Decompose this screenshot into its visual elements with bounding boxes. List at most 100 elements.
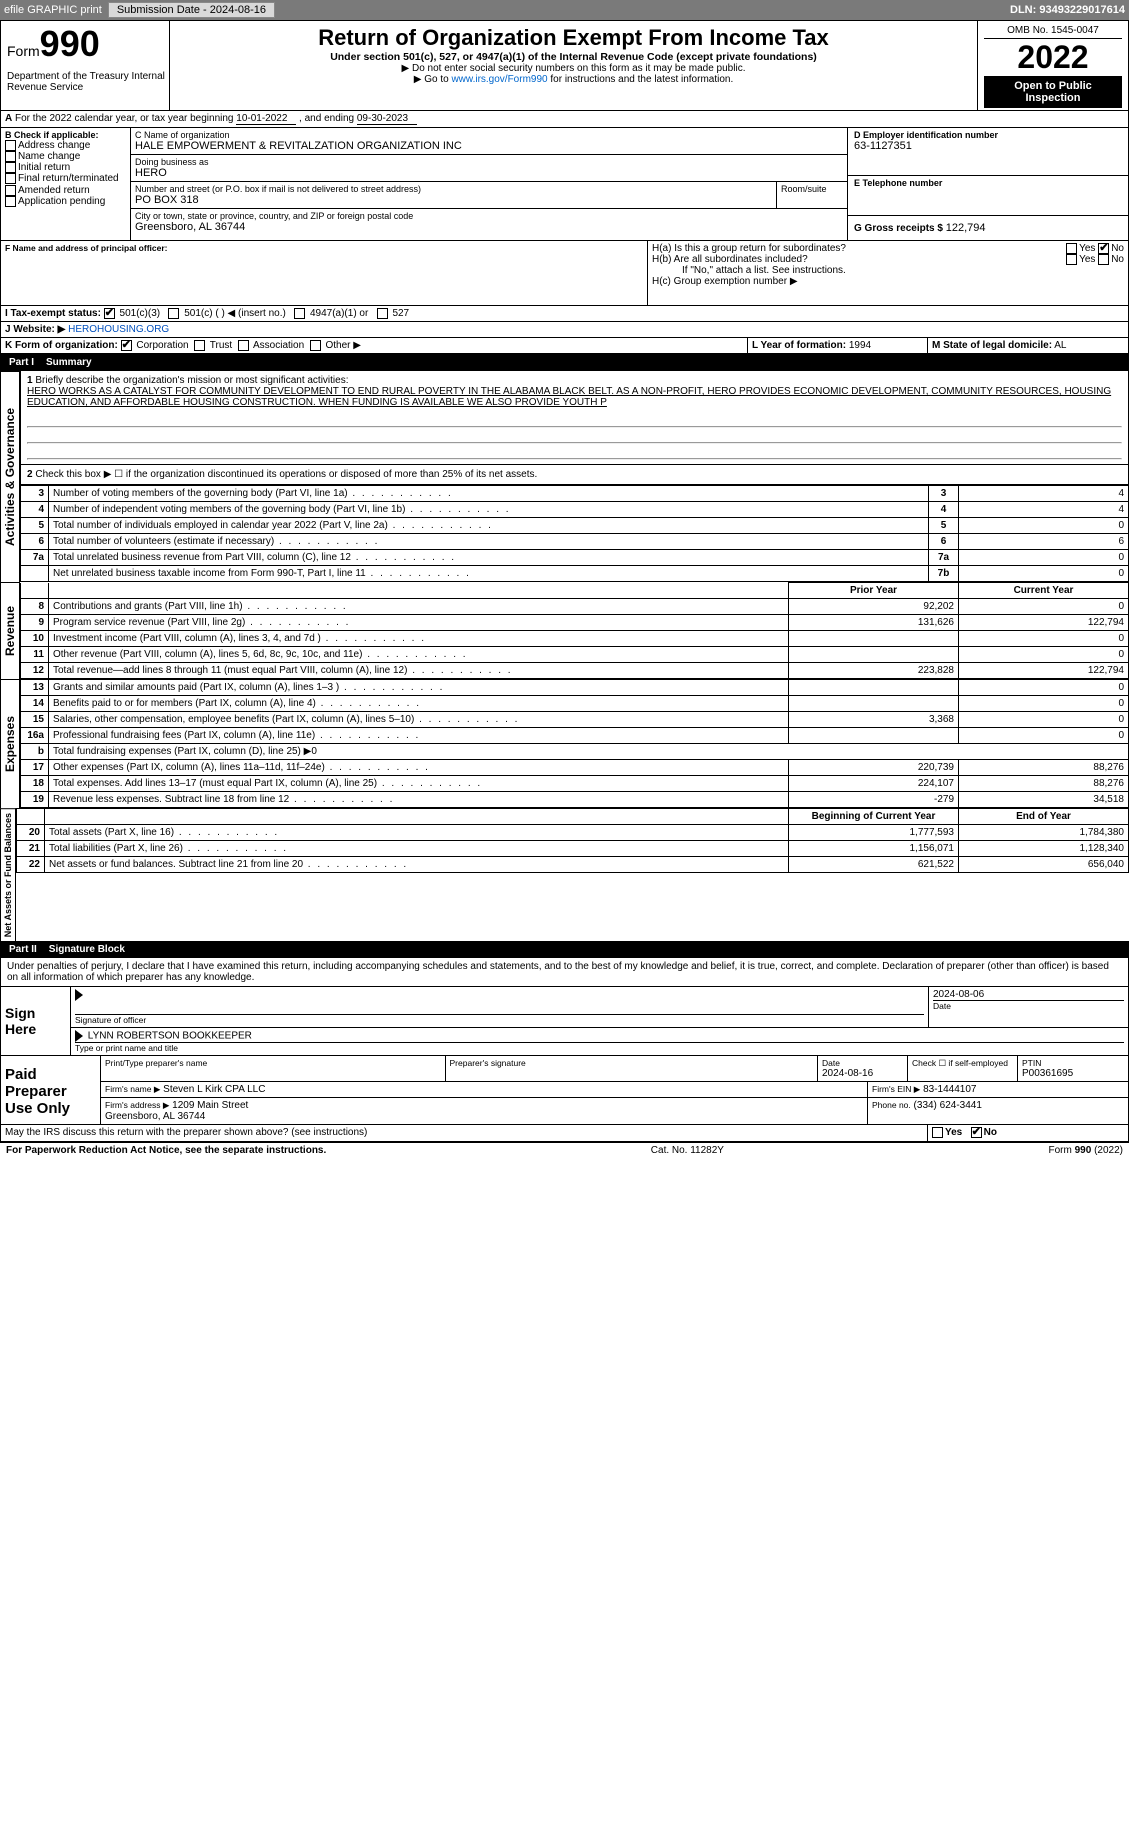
c-city: Greensboro, AL 36744 (135, 221, 843, 233)
a-begin: 10-01-2022 (236, 113, 296, 125)
c-city-lbl: City or town, state or province, country… (135, 211, 843, 221)
right-header: OMB No. 1545-0047 2022 Open to Public In… (978, 21, 1128, 110)
table-row: 10Investment income (Part VIII, column (… (21, 631, 1129, 647)
l-lbl: L Year of formation: (752, 340, 846, 351)
k-trust[interactable] (194, 340, 205, 351)
table-row: 3Number of voting members of the governi… (21, 486, 1129, 502)
sig-officer-lbl: Signature of officer (75, 1015, 924, 1025)
hb-yes[interactable] (1066, 254, 1077, 265)
b-name-change[interactable]: Name change (5, 151, 126, 162)
sidetab-net: Net Assets or Fund Balances (0, 808, 16, 941)
omb-number: OMB No. 1545-0047 (984, 23, 1122, 39)
i-4947[interactable] (294, 308, 305, 319)
d-val: 63-1127351 (854, 140, 1122, 152)
submission-date-button[interactable]: Submission Date - 2024-08-16 (108, 2, 275, 18)
b-pending[interactable]: Application pending (5, 196, 126, 207)
d-lbl: D Employer identification number (854, 130, 1122, 140)
open-to-public: Open to Public Inspection (984, 76, 1122, 108)
g-lbl: G Gross receipts $ (854, 223, 943, 234)
b-final[interactable]: Final return/terminated (5, 173, 126, 184)
sidetab-exp: Expenses (0, 679, 20, 808)
irs-link[interactable]: www.irs.gov/Form990 (451, 74, 547, 85)
section-klm: K Form of organization: Corporation Trus… (0, 338, 1129, 354)
revenue-section: Revenue Prior Year Current Year 8Contrib… (0, 582, 1129, 679)
goto-post: for instructions and the latest informat… (548, 74, 734, 85)
table-row: 22Net assets or fund balances. Subtract … (17, 857, 1129, 873)
hb-no[interactable] (1098, 254, 1109, 265)
i-501c3[interactable] (104, 308, 115, 319)
table-row: 18Total expenses. Add lines 13–17 (must … (21, 776, 1129, 792)
j-lbl: J Website: ▶ (5, 324, 65, 335)
b-header: B Check if applicable: (5, 130, 126, 140)
sig-date-val: 2024-08-06 (933, 989, 1124, 1000)
c-dba-lbl: Doing business as (135, 157, 843, 167)
ssn-note: ▶ Do not enter social security numbers o… (178, 63, 969, 74)
sidetab-gov: Activities & Governance (0, 371, 20, 582)
m-val: AL (1054, 340, 1066, 351)
form-990: 990 (40, 23, 100, 64)
h-b-note: If "No," attach a list. See instructions… (652, 265, 1124, 276)
i-501c[interactable] (168, 308, 179, 319)
e-lbl: E Telephone number (854, 178, 1122, 188)
page-footer: For Paperwork Reduction Act Notice, see … (0, 1142, 1129, 1158)
table-row: 21Total liabilities (Part X, line 26)1,1… (17, 841, 1129, 857)
k-lbl: K Form of organization: (5, 340, 118, 351)
section-i: I Tax-exempt status: 501(c)(3) 501(c) ( … (0, 306, 1129, 322)
h-a-row: H(a) Is this a group return for subordin… (652, 243, 1124, 254)
footer-right: Form 990 (2022) (1049, 1145, 1124, 1156)
discuss-yes[interactable] (932, 1127, 943, 1138)
c-name: HALE EMPOWERMENT & REVITALZATION ORGANIZ… (135, 140, 843, 152)
table-row: 15Salaries, other compensation, employee… (21, 712, 1129, 728)
m-lbl: M State of legal domicile: (932, 340, 1052, 351)
firm-name-lbl: Firm's name ▶ (105, 1084, 160, 1094)
website-link[interactable]: HEROHOUSING.ORG (68, 324, 169, 335)
pt-sig-lbl: Preparer's signature (450, 1058, 813, 1068)
table-row: 7aTotal unrelated business revenue from … (21, 550, 1129, 566)
gov-section: Activities & Governance 1 Briefly descri… (0, 371, 1129, 582)
efile-label: efile GRAPHIC print (4, 4, 102, 16)
phone-val: (334) 624-3441 (914, 1100, 982, 1111)
footer-mid: Cat. No. 11282Y (651, 1145, 724, 1156)
b-amended[interactable]: Amended return (5, 185, 126, 196)
c-dba: HERO (135, 167, 843, 179)
phone-lbl: Phone no. (872, 1100, 911, 1110)
i-lbl: I Tax-exempt status: (5, 308, 101, 319)
hdr-end: End of Year (959, 809, 1129, 825)
hdr-prior: Prior Year (789, 583, 959, 599)
h-c: H(c) Group exemption number ▶ (652, 276, 1124, 287)
efile-topbar: efile GRAPHIC print Submission Date - 20… (0, 0, 1129, 20)
net-table: Beginning of Current Year End of Year 20… (16, 808, 1129, 873)
k-other[interactable] (310, 340, 321, 351)
table-row: 17Other expenses (Part IX, column (A), l… (21, 760, 1129, 776)
form-title: Return of Organization Exempt From Incom… (178, 25, 969, 51)
discuss-no[interactable] (971, 1127, 982, 1138)
b-initial[interactable]: Initial return (5, 162, 126, 173)
h-b-row: H(b) Are all subordinates included? Yes … (652, 254, 1124, 265)
paid-preparer-block: Paid Preparer Use Only Print/Type prepar… (0, 1056, 1129, 1125)
title-block: Return of Organization Exempt From Incom… (170, 21, 978, 110)
part2-title: Signature Block (49, 944, 125, 955)
paid-lbl: Paid Preparer Use Only (1, 1056, 101, 1124)
ha-yes[interactable] (1066, 243, 1077, 254)
q1-val: HERO WORKS AS A CATALYST FOR COMMUNITY D… (27, 386, 1111, 408)
i-527[interactable] (377, 308, 388, 319)
q2-text: Check this box ▶ ☐ if the organization d… (35, 469, 537, 480)
footer-left: For Paperwork Reduction Act Notice, see … (6, 1145, 326, 1156)
section-fh: F Name and address of principal officer:… (0, 241, 1129, 306)
table-row: 11Other revenue (Part VIII, column (A), … (21, 647, 1129, 663)
b-addr-change[interactable]: Address change (5, 140, 126, 151)
sign-here-lbl: Sign Here (1, 987, 71, 1055)
f-val (5, 253, 643, 303)
ha-no[interactable] (1098, 243, 1109, 254)
penalty-text: Under penalties of perjury, I declare th… (0, 958, 1129, 987)
pt-date: 2024-08-16 (822, 1068, 903, 1079)
table-row: 14Benefits paid to or for members (Part … (21, 696, 1129, 712)
k-assoc[interactable] (238, 340, 249, 351)
firm-ein: 83-1444107 (923, 1084, 976, 1095)
section-j: J Website: ▶ HEROHOUSING.ORG (0, 322, 1129, 338)
table-row: 8Contributions and grants (Part VIII, li… (21, 599, 1129, 615)
k-corp[interactable] (121, 340, 132, 351)
table-row: 19Revenue less expenses. Subtract line 1… (21, 792, 1129, 808)
arrow-icon (75, 989, 83, 1001)
a-pre: For the 2022 calendar year, or tax year … (15, 113, 236, 124)
